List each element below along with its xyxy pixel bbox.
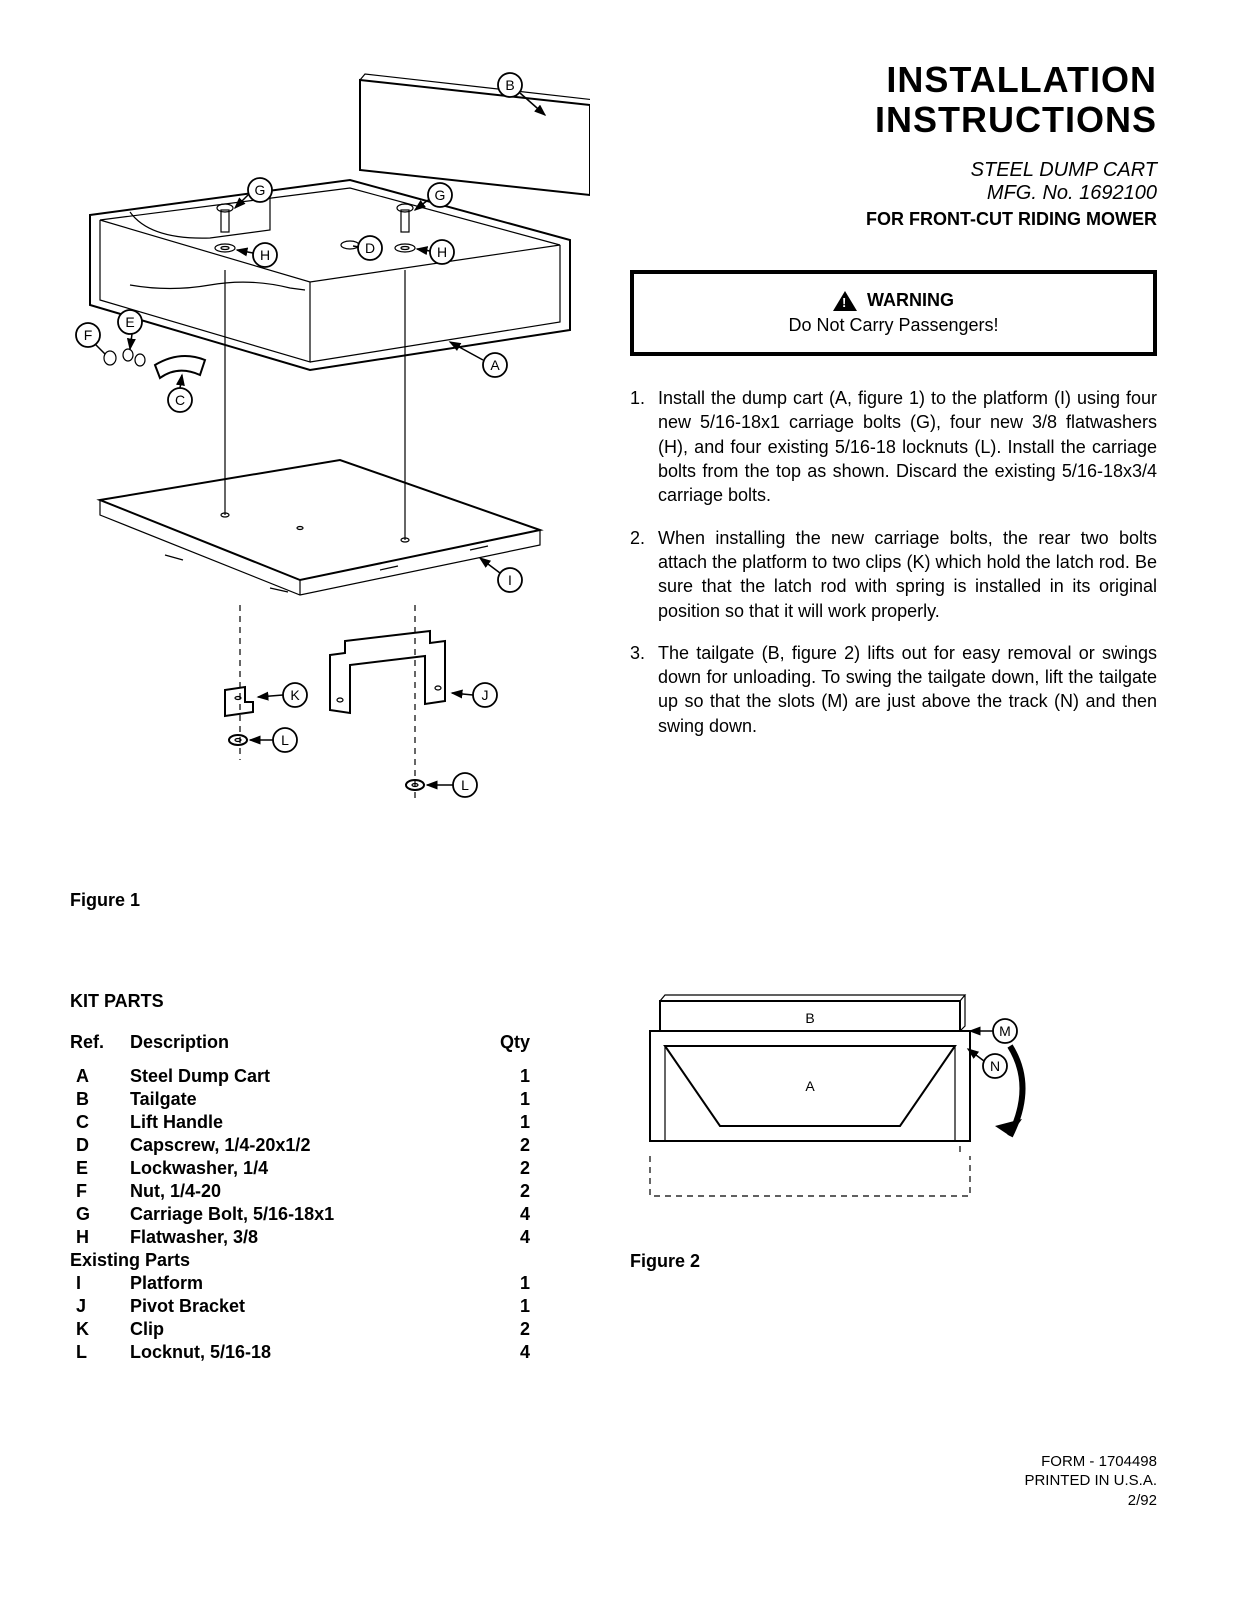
instruction-steps: 1.Install the dump cart (A, figure 1) to…	[630, 386, 1157, 738]
table-row: ASteel Dump Cart1	[70, 1065, 570, 1088]
table-row: HFlatwasher, 3/84	[70, 1226, 570, 1249]
svg-text:C: C	[175, 392, 185, 408]
svg-text:A: A	[490, 357, 500, 373]
figure-1-svg: B A	[70, 60, 590, 880]
figure-1-container: B A	[70, 60, 590, 911]
part-clip	[225, 687, 253, 716]
existing-parts-header: Existing Parts	[70, 1249, 570, 1272]
svg-text:H: H	[437, 244, 447, 260]
warning-label: WARNING	[867, 290, 954, 311]
figure-2-label: Figure 2	[630, 1251, 1157, 1272]
footer-date: 2/92	[1024, 1491, 1157, 1511]
svg-text:B: B	[805, 1010, 814, 1026]
kit-parts-title: KIT PARTS	[70, 991, 570, 1012]
step-3: The tailgate (B, figure 2) lifts out for…	[658, 641, 1157, 738]
svg-text:M: M	[999, 1023, 1011, 1039]
warning-box: WARNING Do Not Carry Passengers!	[630, 270, 1157, 356]
table-row: ELockwasher, 1/42	[70, 1157, 570, 1180]
step-2: When installing the new carriage bolts, …	[658, 526, 1157, 623]
figure-2-container: B A M N Figure 2	[570, 991, 1157, 1364]
svg-text:G: G	[435, 187, 446, 203]
text-column: INSTALLATION INSTRUCTIONS STEEL DUMP CAR…	[590, 60, 1157, 911]
svg-text:L: L	[461, 777, 469, 793]
svg-text:E: E	[125, 314, 134, 330]
table-row: CLift Handle1	[70, 1111, 570, 1134]
svg-text:L: L	[281, 732, 289, 748]
svg-text:K: K	[290, 687, 300, 703]
part-platform	[100, 460, 540, 595]
svg-text:F: F	[84, 327, 93, 343]
table-row: JPivot Bracket1	[70, 1295, 570, 1318]
subtitle-product: STEEL DUMP CART	[630, 159, 1157, 182]
table-row: FNut, 1/4-202	[70, 1180, 570, 1203]
part-bolt-g-right	[397, 204, 413, 232]
table-row: BTailgate1	[70, 1088, 570, 1111]
table-row: IPlatform1	[70, 1272, 570, 1295]
title-line-1: INSTALLATION	[630, 60, 1157, 100]
table-row: KClip2	[70, 1318, 570, 1341]
svg-text:N: N	[990, 1058, 1000, 1074]
table-row: GCarriage Bolt, 5/16-18x14	[70, 1203, 570, 1226]
warning-icon	[833, 291, 857, 311]
part-dump-cart	[90, 180, 570, 370]
svg-text:D: D	[365, 240, 375, 256]
table-row: DCapscrew, 1/4-20x1/22	[70, 1134, 570, 1157]
warning-text: Do Not Carry Passengers!	[654, 315, 1133, 336]
subtitle-for: FOR FRONT-CUT RIDING MOWER	[630, 209, 1157, 230]
table-row: LLocknut, 5/16-184	[70, 1341, 570, 1364]
step-1: Install the dump cart (A, figure 1) to t…	[658, 386, 1157, 507]
figure-1-label: Figure 1	[70, 890, 590, 911]
footer: FORM - 1704498 PRINTED IN U.S.A. 2/92	[1024, 1452, 1157, 1511]
svg-text:B: B	[505, 77, 514, 93]
parts-table: Ref. Description Qty ASteel Dump Cart1 B…	[70, 1032, 570, 1364]
svg-text:A: A	[805, 1078, 815, 1094]
kit-parts-section: KIT PARTS Ref. Description Qty ASteel Du…	[70, 991, 570, 1364]
subtitle-mfg: MFG. No. 1692100	[630, 182, 1157, 205]
title-line-2: INSTRUCTIONS	[630, 100, 1157, 140]
svg-text:H: H	[260, 247, 270, 263]
svg-text:J: J	[482, 687, 489, 703]
part-tailgate	[360, 74, 590, 195]
svg-text:G: G	[255, 182, 266, 198]
footer-form: FORM - 1704498	[1024, 1452, 1157, 1472]
footer-print: PRINTED IN U.S.A.	[1024, 1471, 1157, 1491]
figure-2-svg: B A M N	[630, 991, 1050, 1221]
part-pivot-bracket	[330, 631, 445, 713]
part-bolt-g-left	[217, 204, 233, 232]
svg-text:I: I	[508, 572, 512, 588]
